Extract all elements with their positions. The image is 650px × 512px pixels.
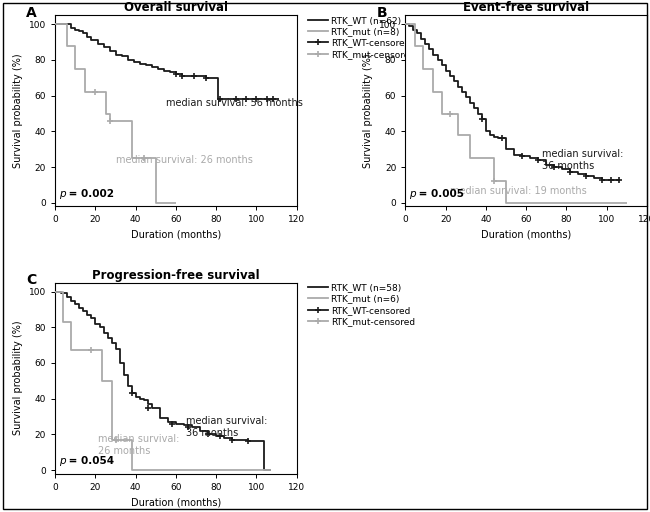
- Title: Overall survival: Overall survival: [124, 1, 228, 14]
- Text: = 0.005: = 0.005: [415, 189, 464, 199]
- X-axis label: Duration (months): Duration (months): [481, 230, 571, 240]
- Text: median survival:
26 months: median survival: 26 months: [98, 434, 179, 456]
- Text: = 0.054: = 0.054: [65, 457, 114, 466]
- Text: C: C: [26, 273, 36, 287]
- Text: A: A: [26, 6, 37, 20]
- Text: median survival:
36 months: median survival: 36 months: [186, 416, 267, 438]
- Legend: RTK_WT (n=58), RTK_mut (n=6), RTK_WT-censored, RTK_mut-censored: RTK_WT (n=58), RTK_mut (n=6), RTK_WT-cen…: [309, 283, 415, 326]
- Title: Progression-free survival: Progression-free survival: [92, 268, 260, 282]
- X-axis label: Duration (months): Duration (months): [131, 497, 221, 507]
- Title: Event-free survival: Event-free survival: [463, 1, 589, 14]
- Text: median survival: 19 months: median survival: 19 months: [450, 185, 586, 196]
- Text: median survival: 56 months: median survival: 56 months: [166, 98, 303, 108]
- Text: p: p: [59, 189, 66, 199]
- Text: B: B: [376, 6, 387, 20]
- Y-axis label: Survival probability (%): Survival probability (%): [363, 54, 374, 168]
- Text: p: p: [59, 457, 66, 466]
- Text: median survival:
36 months: median survival: 36 months: [542, 149, 623, 170]
- Y-axis label: Survival probability (%): Survival probability (%): [14, 321, 23, 435]
- Y-axis label: Survival probability (%): Survival probability (%): [14, 54, 23, 168]
- Text: median survival: 26 months: median survival: 26 months: [116, 155, 252, 165]
- Text: p: p: [410, 189, 416, 199]
- Text: = 0.002: = 0.002: [65, 189, 114, 199]
- X-axis label: Duration (months): Duration (months): [131, 230, 221, 240]
- Legend: RTK_WT (n=62), RTK_mut (n=8), RTK_WT-censored, RTK_mut-censored: RTK_WT (n=62), RTK_mut (n=8), RTK_WT-cen…: [309, 16, 415, 59]
